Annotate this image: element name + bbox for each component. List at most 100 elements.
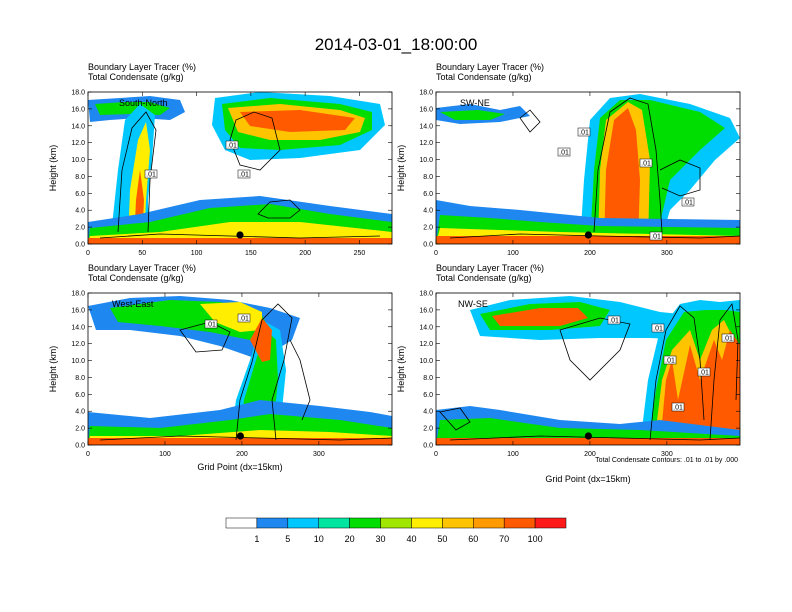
y-tick-label: 6.0 — [75, 392, 85, 399]
towers-right-core — [660, 330, 740, 445]
location-dot — [236, 432, 244, 440]
x-tick-label: 200 — [584, 250, 596, 257]
y-tick-label: 8.0 — [423, 375, 433, 382]
contour-label: .01 — [559, 150, 569, 157]
y-tick-label: 16.0 — [419, 307, 433, 314]
x-tick-label: 100 — [191, 250, 203, 257]
cloud-upper-left-inner — [95, 102, 170, 115]
contour-label: .01 — [239, 172, 249, 179]
y-tick-label: 12.0 — [419, 140, 433, 147]
panel-header-tracer: Boundary Layer Tracer (%) — [88, 62, 196, 72]
contour — [99, 435, 392, 441]
contour — [229, 111, 281, 171]
panel-sw-ne: Boundary Layer Tracer (%) Total Condensa… — [396, 62, 741, 257]
contour-label: .01 — [699, 370, 709, 377]
y-ticks: 0.0 2.0 4.0 6.0 8.0 10.0 12.0 14.0 16.0 18.0 — [419, 291, 740, 450]
x-tick-label: 300 — [313, 451, 325, 458]
x-tick-label: 150 — [245, 250, 257, 257]
contour-label-box: .01 — [663, 355, 677, 365]
y-ticks: 0.0 2.0 4.0 6.0 8.0 10.0 12.0 14.0 16.0 18.0 — [71, 90, 392, 249]
y-tick-label: 18.0 — [419, 291, 433, 298]
contour-label: .01 — [609, 318, 619, 325]
panel-header-condensate: Total Condensate (g/kg) — [436, 273, 532, 283]
colorbar-swatch — [380, 517, 412, 529]
boundary-layer — [88, 238, 392, 244]
section-label: South-North — [119, 98, 168, 108]
contour-label-box: .01 — [557, 147, 571, 157]
contour — [709, 303, 739, 441]
contour — [257, 199, 301, 219]
plot-frame — [87, 292, 393, 446]
contour-label-box: .01 — [144, 169, 158, 179]
x-tick-label: 250 — [354, 250, 366, 257]
colorbar-swatch — [411, 517, 443, 529]
section-label: West-East — [112, 299, 154, 309]
x-tick-label: 300 — [661, 250, 673, 257]
contour-label-box: .01 — [639, 158, 653, 168]
boundary-layer — [436, 236, 740, 244]
colorbar-swatch — [503, 517, 536, 529]
y-tick-label: 10.0 — [419, 157, 433, 164]
section-label: SW-NE — [460, 98, 490, 108]
plot-area — [88, 92, 392, 244]
y-tick-label: 18.0 — [71, 90, 85, 97]
y-tick-label: 4.0 — [423, 208, 433, 215]
plot-area — [436, 92, 740, 244]
anvil-right-core — [240, 110, 355, 132]
colorbar-swatch — [225, 517, 258, 529]
colorbar-swatch — [287, 517, 319, 529]
contour-label: .01 — [239, 316, 249, 323]
contour — [235, 303, 293, 441]
panel-header-condensate: Total Condensate (g/kg) — [88, 273, 184, 283]
cloud-upper-inner — [200, 302, 262, 332]
contour — [99, 233, 381, 239]
y-tick-label: 4.0 — [75, 208, 85, 215]
colorbar-swatch — [442, 517, 474, 529]
boundary-layer — [436, 438, 740, 445]
location-marker — [236, 231, 244, 239]
x-ticks: 0 100 200 300 — [434, 92, 673, 257]
y-tick-label: 0.0 — [423, 443, 433, 450]
y-tick-label: 4.0 — [75, 409, 85, 416]
colorbar-label: 50 — [437, 534, 447, 544]
y-tick-label: 18.0 — [71, 291, 85, 298]
y-tick-label: 8.0 — [423, 174, 433, 181]
x-tick-label: 0 — [434, 250, 438, 257]
x-axis-label: Grid Point (dx=15km) — [197, 462, 282, 472]
x-tick-label: 0 — [86, 451, 90, 458]
y-tick-label: 14.0 — [71, 324, 85, 331]
x-tick-label: 50 — [138, 250, 146, 257]
contour-label-box: .01 — [671, 402, 685, 412]
y-tick-label: 8.0 — [75, 174, 85, 181]
figure-title: 2014-03-01_18:00:00 — [315, 35, 478, 54]
x-tick-label: 100 — [159, 451, 171, 458]
y-tick-label: 0.0 — [75, 242, 85, 249]
colorbar: 1 5 10 20 30 40 50 60 70 100 — [225, 517, 567, 544]
contour — [659, 159, 701, 197]
y-tick-label: 18.0 — [419, 90, 433, 97]
contour-label-box: .01 — [237, 313, 251, 323]
y-tick-label: 12.0 — [419, 341, 433, 348]
x-tick-label: 100 — [507, 451, 519, 458]
contour-label: .01 — [653, 326, 663, 333]
x-axis-label: Grid Point (dx=15km) — [545, 474, 630, 484]
colorbar-label: 100 — [528, 534, 543, 544]
contour-label: .01 — [665, 358, 675, 365]
contour — [439, 407, 471, 431]
contour-label-box: .01 — [649, 231, 663, 241]
colorbar-label: 70 — [499, 534, 509, 544]
panel-south-north: Boundary Layer Tracer (%) Total Condensa… — [48, 62, 393, 257]
y-tick-label: 16.0 — [71, 106, 85, 113]
location-marker — [236, 432, 244, 440]
colorbar-swatch — [534, 517, 567, 529]
y-tick-label: 10.0 — [419, 358, 433, 365]
contour — [559, 317, 631, 381]
x-ticks: 0 100 200 300 — [434, 293, 673, 458]
contour-label-box: .01 — [697, 367, 711, 377]
contour-label-box: .01 — [607, 315, 621, 325]
y-ticks: 0.0 2.0 4.0 6.0 8.0 10.0 12.0 14.0 16.0 18.0 — [71, 291, 392, 450]
contour-label: .01 — [651, 234, 661, 241]
contour-label: .01 — [579, 130, 589, 137]
y-ticks: 0.0 2.0 4.0 6.0 8.0 10.0 12.0 14.0 16.0 18.0 — [419, 90, 740, 249]
